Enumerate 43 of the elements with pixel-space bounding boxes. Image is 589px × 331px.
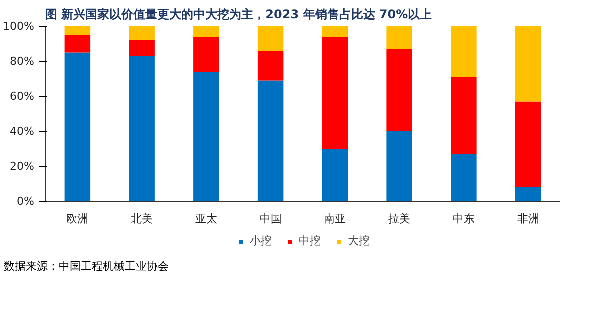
source-note: 数据来源：中国工程机械工业协会 bbox=[4, 259, 169, 275]
bar bbox=[322, 37, 348, 149]
bar bbox=[451, 26, 477, 78]
bar bbox=[515, 188, 542, 202]
x-tick-label: 非洲 bbox=[517, 212, 540, 226]
bar bbox=[194, 72, 220, 202]
y-tick-label: 20% bbox=[10, 160, 35, 173]
bar bbox=[386, 132, 412, 202]
y-tick-label: 40% bbox=[10, 125, 35, 138]
bar bbox=[322, 26, 348, 37]
bar bbox=[386, 49, 412, 132]
x-tick-label: 亚太 bbox=[195, 212, 218, 226]
y-tick-label: 0% bbox=[17, 195, 34, 208]
bar bbox=[194, 37, 220, 72]
bar bbox=[386, 26, 412, 50]
bar bbox=[258, 80, 284, 202]
x-tick-label: 欧洲 bbox=[66, 212, 89, 226]
bar bbox=[129, 26, 155, 40]
bar bbox=[515, 102, 542, 188]
bar bbox=[258, 51, 284, 81]
legend-label: 大挖 bbox=[348, 234, 370, 248]
bar bbox=[129, 56, 155, 202]
bar bbox=[451, 77, 477, 154]
legend-label: 小挖 bbox=[250, 234, 272, 248]
x-tick-label: 中东 bbox=[452, 212, 475, 226]
y-tick-label: 60% bbox=[10, 90, 35, 103]
x-tick-label: 中国 bbox=[260, 212, 282, 226]
bar bbox=[515, 26, 542, 102]
x-tick-label: 拉美 bbox=[388, 212, 411, 226]
bar bbox=[258, 26, 284, 51]
bar bbox=[322, 149, 348, 202]
bar bbox=[194, 26, 220, 37]
x-tick-label: 南亚 bbox=[324, 212, 346, 226]
bar bbox=[64, 35, 91, 53]
legend-label: 中挖 bbox=[299, 234, 321, 248]
bar bbox=[451, 154, 477, 202]
x-tick-label: 北美 bbox=[131, 212, 154, 226]
chart-title: 图 新兴国家以价值量更大的中大挖为主，2023 年销售占比达 70%以上 bbox=[46, 8, 432, 22]
bar bbox=[129, 40, 155, 56]
bar bbox=[64, 26, 91, 36]
bar bbox=[64, 52, 91, 202]
y-tick-label: 80% bbox=[10, 55, 35, 68]
y-tick-label: 100% bbox=[3, 20, 35, 33]
